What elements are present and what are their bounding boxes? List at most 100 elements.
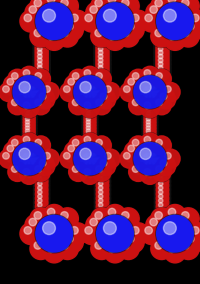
Circle shape bbox=[35, 51, 49, 65]
Circle shape bbox=[35, 196, 48, 209]
Circle shape bbox=[7, 95, 27, 115]
Circle shape bbox=[104, 241, 126, 263]
Circle shape bbox=[92, 95, 112, 115]
Circle shape bbox=[35, 44, 48, 58]
Circle shape bbox=[31, 69, 51, 89]
Circle shape bbox=[104, 204, 126, 227]
Circle shape bbox=[31, 69, 50, 88]
Circle shape bbox=[3, 75, 23, 94]
Circle shape bbox=[62, 19, 83, 40]
Circle shape bbox=[98, 43, 103, 47]
Circle shape bbox=[158, 62, 163, 66]
Circle shape bbox=[154, 181, 171, 198]
Circle shape bbox=[82, 107, 98, 123]
Circle shape bbox=[158, 190, 163, 194]
Circle shape bbox=[19, 148, 30, 160]
Circle shape bbox=[23, 109, 35, 121]
Circle shape bbox=[156, 196, 169, 209]
Circle shape bbox=[178, 0, 199, 17]
Circle shape bbox=[96, 37, 109, 50]
Circle shape bbox=[35, 40, 48, 54]
Circle shape bbox=[23, 136, 30, 143]
Circle shape bbox=[73, 75, 107, 109]
Circle shape bbox=[96, 56, 109, 69]
Circle shape bbox=[61, 18, 84, 41]
Circle shape bbox=[90, 25, 113, 47]
Circle shape bbox=[144, 70, 151, 76]
Circle shape bbox=[19, 222, 42, 245]
Circle shape bbox=[31, 95, 51, 115]
Circle shape bbox=[96, 44, 109, 58]
Circle shape bbox=[86, 108, 90, 112]
Circle shape bbox=[119, 149, 139, 169]
Circle shape bbox=[94, 42, 111, 59]
Circle shape bbox=[80, 133, 100, 152]
Circle shape bbox=[142, 104, 158, 120]
Circle shape bbox=[96, 33, 109, 47]
Circle shape bbox=[86, 132, 90, 136]
Circle shape bbox=[86, 214, 108, 236]
Circle shape bbox=[33, 190, 50, 206]
Circle shape bbox=[156, 51, 169, 65]
Circle shape bbox=[35, 33, 49, 47]
Circle shape bbox=[95, 212, 102, 219]
Circle shape bbox=[33, 42, 50, 59]
Circle shape bbox=[72, 166, 79, 172]
Circle shape bbox=[156, 55, 169, 69]
Circle shape bbox=[150, 237, 173, 260]
Circle shape bbox=[146, 108, 150, 112]
Circle shape bbox=[124, 75, 144, 95]
Circle shape bbox=[21, 122, 37, 138]
Circle shape bbox=[20, 133, 39, 152]
Circle shape bbox=[0, 82, 19, 102]
Circle shape bbox=[92, 162, 112, 182]
Circle shape bbox=[96, 40, 109, 54]
Circle shape bbox=[156, 63, 169, 76]
Circle shape bbox=[84, 132, 96, 145]
Circle shape bbox=[35, 63, 48, 76]
Circle shape bbox=[156, 67, 169, 80]
Circle shape bbox=[82, 131, 98, 147]
Circle shape bbox=[144, 126, 156, 139]
Circle shape bbox=[35, 33, 48, 46]
Circle shape bbox=[84, 121, 96, 133]
Circle shape bbox=[122, 212, 129, 219]
Circle shape bbox=[156, 175, 169, 188]
Circle shape bbox=[118, 208, 139, 229]
Circle shape bbox=[82, 104, 98, 120]
Circle shape bbox=[146, 135, 150, 139]
Circle shape bbox=[98, 199, 103, 203]
Circle shape bbox=[101, 149, 121, 169]
Circle shape bbox=[140, 10, 163, 33]
Circle shape bbox=[23, 130, 35, 142]
Circle shape bbox=[3, 153, 9, 159]
Circle shape bbox=[98, 190, 103, 194]
Circle shape bbox=[35, 37, 48, 50]
Circle shape bbox=[128, 78, 135, 85]
Circle shape bbox=[104, 0, 126, 14]
Circle shape bbox=[91, 0, 112, 17]
Circle shape bbox=[127, 10, 150, 33]
Circle shape bbox=[92, 162, 111, 181]
Circle shape bbox=[95, 29, 102, 37]
Circle shape bbox=[132, 227, 139, 234]
Circle shape bbox=[157, 3, 193, 39]
Circle shape bbox=[80, 82, 91, 93]
Circle shape bbox=[86, 111, 90, 115]
Circle shape bbox=[71, 14, 78, 22]
Circle shape bbox=[43, 222, 55, 235]
Circle shape bbox=[80, 165, 100, 184]
Circle shape bbox=[158, 69, 163, 74]
Circle shape bbox=[128, 145, 135, 152]
Circle shape bbox=[8, 96, 27, 115]
Circle shape bbox=[84, 120, 96, 133]
Circle shape bbox=[3, 86, 9, 93]
Circle shape bbox=[43, 204, 66, 227]
Circle shape bbox=[158, 211, 163, 216]
Circle shape bbox=[72, 99, 79, 106]
Circle shape bbox=[150, 207, 173, 230]
Circle shape bbox=[19, 133, 39, 153]
Circle shape bbox=[96, 187, 109, 201]
Circle shape bbox=[35, 183, 48, 197]
Circle shape bbox=[164, 0, 186, 14]
